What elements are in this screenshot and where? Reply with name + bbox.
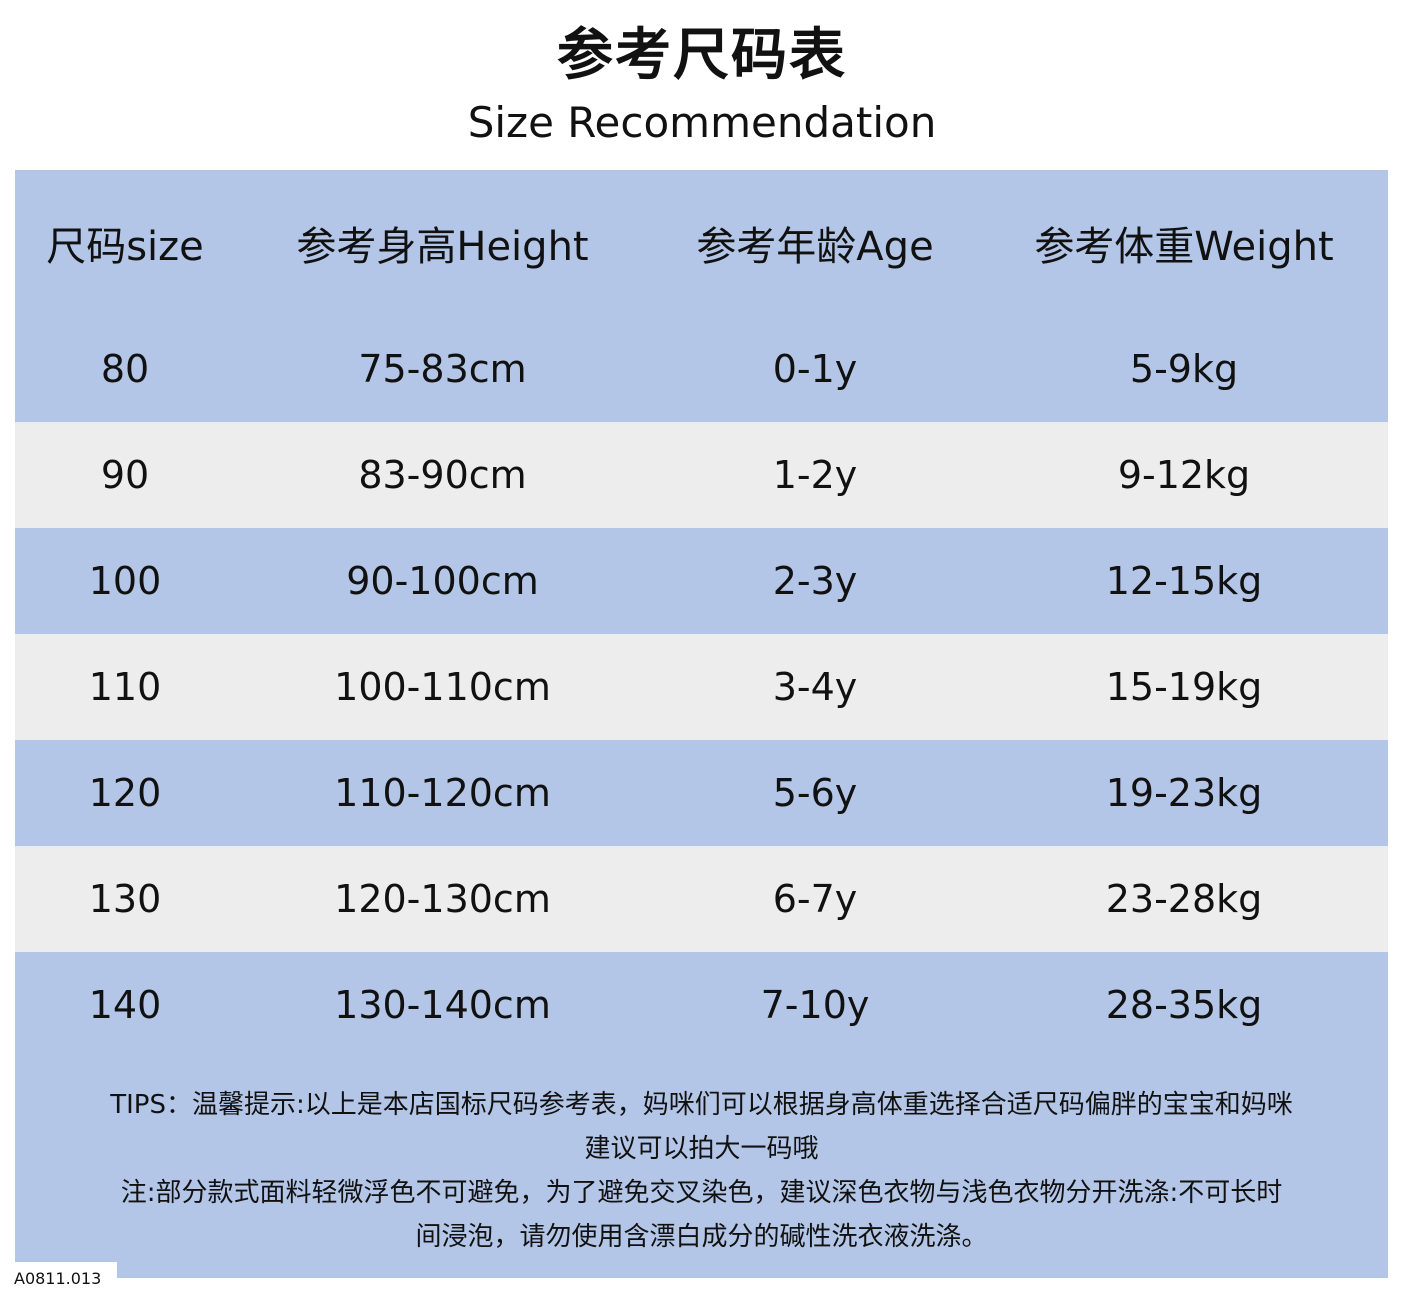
note-line: 注:部分款式面料轻微浮色不可避免，为了避免交叉染色，建议深色衣物与浅色衣物分开洗… [120, 1178, 1283, 1208]
cell-size: 120 [88, 771, 162, 815]
cell-weight: 9-12kg [1117, 453, 1251, 497]
cell-height: 100-110cm [334, 665, 551, 709]
cell-size: 80 [100, 347, 150, 391]
cell-weight: 23-28kg [1105, 877, 1263, 921]
table-row: 110 100-110cm 3-4y 15-19kg [15, 634, 1388, 740]
tips-box: TIPS：温馨提示:以上是本店国标尺码参考表，妈咪们可以根据身高体重选择合适尺码… [15, 1058, 1388, 1278]
table-row: 100 90-100cm 2-3y 12-15kg [15, 528, 1388, 634]
note-line: 间浸泡，请勿使用含漂白成分的碱性洗衣液洗涤。 [415, 1222, 988, 1252]
size-table: 尺码size 参考身高Height 参考年龄Age 参考体重Weight 80 7… [15, 170, 1388, 1058]
table-row: 90 83-90cm 1-2y 9-12kg [15, 422, 1388, 528]
cell-weight: 12-15kg [1105, 559, 1263, 603]
header-height: 参考身高Height [296, 224, 589, 270]
header-weight: 参考体重Weight [1034, 224, 1334, 270]
cell-height: 110-120cm [334, 771, 551, 815]
tips-line: TIPS：温馨提示:以上是本店国标尺码参考表，妈咪们可以根据身高体重选择合适尺码… [110, 1090, 1293, 1120]
table-row: 130 120-130cm 6-7y 23-28kg [15, 846, 1388, 952]
page-title: 参考尺码表 [557, 23, 847, 88]
table-header-row: 尺码size 参考身高Height 参考年龄Age 参考体重Weight [15, 170, 1388, 316]
cell-size: 140 [88, 983, 162, 1027]
cell-size: 130 [88, 877, 162, 921]
cell-height: 75-83cm [358, 347, 527, 391]
table-row: 120 110-120cm 5-6y 19-23kg [15, 740, 1388, 846]
table-row: 80 75-83cm 0-1y 5-9kg [15, 316, 1388, 422]
cell-age: 2-3y [772, 559, 858, 603]
cell-size: 90 [100, 453, 150, 497]
cell-age: 5-6y [772, 771, 858, 815]
cell-weight: 15-19kg [1105, 665, 1263, 709]
cell-weight: 5-9kg [1129, 347, 1239, 391]
table-row: 140 130-140cm 7-10y 28-35kg [15, 952, 1388, 1058]
header-size: 尺码size [46, 224, 204, 270]
cell-size: 100 [88, 559, 162, 603]
cell-age: 7-10y [760, 983, 870, 1027]
page-subtitle: Size Recommendation [467, 98, 937, 147]
cell-age: 6-7y [772, 877, 858, 921]
tips-line: 建议可以拍大一码哦 [584, 1134, 819, 1164]
cell-weight: 19-23kg [1105, 771, 1263, 815]
cell-height: 120-130cm [334, 877, 551, 921]
cell-age: 3-4y [772, 665, 858, 709]
header-age: 参考年龄Age [696, 224, 934, 270]
cell-age: 0-1y [772, 347, 858, 391]
cell-height: 130-140cm [334, 983, 551, 1027]
product-code: A0811.013 [0, 1262, 117, 1295]
cell-height: 90-100cm [346, 559, 539, 603]
cell-weight: 28-35kg [1105, 983, 1263, 1027]
cell-age: 1-2y [772, 453, 858, 497]
cell-size: 110 [88, 665, 162, 709]
cell-height: 83-90cm [358, 453, 527, 497]
